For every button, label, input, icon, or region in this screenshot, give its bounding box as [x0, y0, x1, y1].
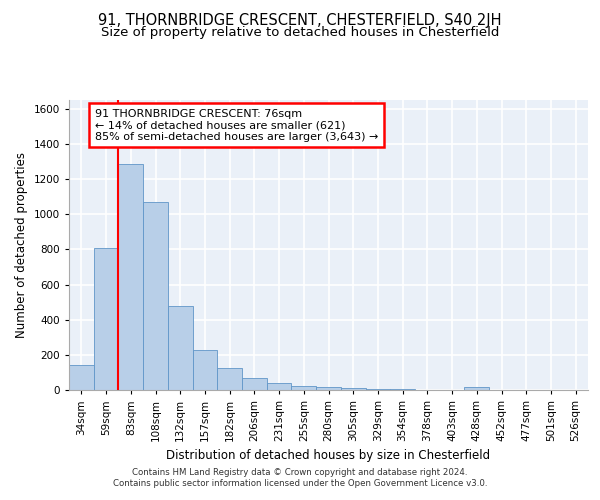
Y-axis label: Number of detached properties: Number of detached properties: [15, 152, 28, 338]
Bar: [242, 378, 267, 390]
Text: Size of property relative to detached houses in Chesterfield: Size of property relative to detached ho…: [101, 26, 499, 39]
Bar: [143, 202, 168, 390]
Bar: [217, 368, 242, 390]
Bar: [365, 389, 390, 390]
Text: 91, THORNBRIDGE CRESCENT, CHESTERFIELD, S40 2JH: 91, THORNBRIDGE CRESCENT, CHESTERFIELD, …: [98, 12, 502, 28]
Text: Contains HM Land Registry data © Crown copyright and database right 2024.
Contai: Contains HM Land Registry data © Crown c…: [113, 468, 487, 487]
X-axis label: Distribution of detached houses by size in Chesterfield: Distribution of detached houses by size …: [166, 450, 491, 462]
Bar: [316, 388, 341, 390]
Bar: [267, 383, 292, 390]
Bar: [69, 366, 94, 390]
Text: 91 THORNBRIDGE CRESCENT: 76sqm
← 14% of detached houses are smaller (621)
85% of: 91 THORNBRIDGE CRESCENT: 76sqm ← 14% of …: [95, 108, 379, 142]
Bar: [94, 248, 118, 390]
Bar: [464, 388, 489, 390]
Bar: [292, 386, 316, 390]
Bar: [193, 350, 217, 390]
Bar: [341, 388, 365, 390]
Bar: [118, 164, 143, 390]
Bar: [168, 306, 193, 390]
